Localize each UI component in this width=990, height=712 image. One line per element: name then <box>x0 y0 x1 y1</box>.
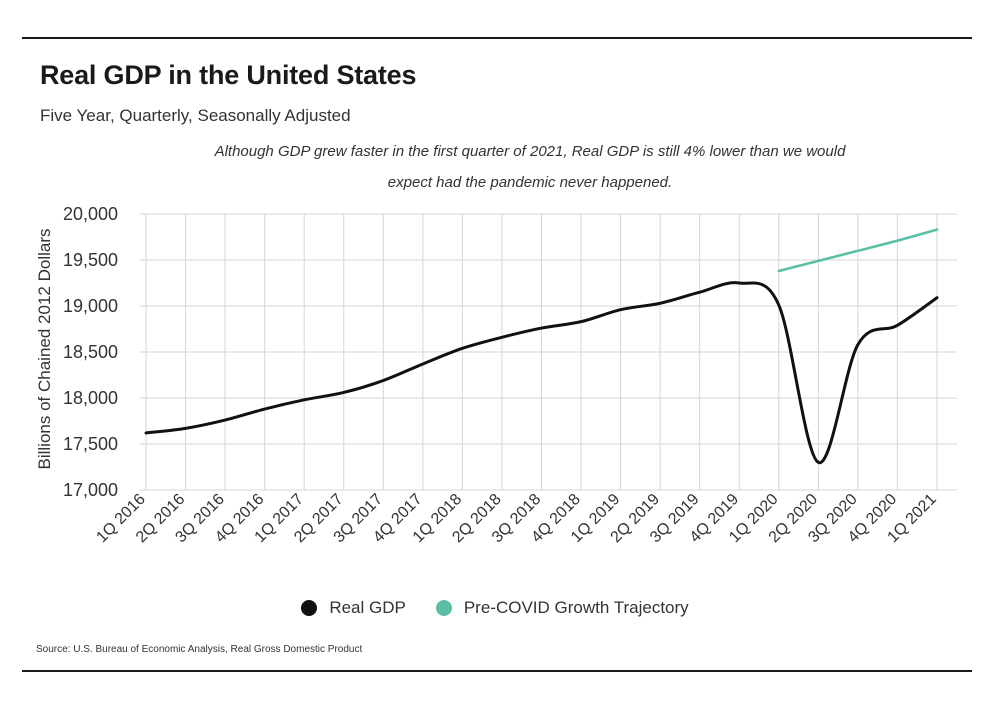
chart-annotation-line-1: Although GDP grew faster in the first qu… <box>214 143 846 160</box>
y-tick-label: 19,000 <box>63 296 118 316</box>
legend-item-real-gdp: Real GDP <box>301 598 406 618</box>
series <box>144 228 939 464</box>
y-tick-label: 20,000 <box>63 204 118 224</box>
legend: Real GDP Pre-COVID Growth Trajectory <box>0 598 990 618</box>
legend-label-pre-covid-trajectory: Pre-COVID Growth Trajectory <box>463 598 689 617</box>
legend-item-pre-covid-trajectory: Pre-COVID Growth Trajectory <box>435 598 689 618</box>
y-axis-ticks: 17,000 17,500 18,000 18,500 19,000 19,500 20,0… <box>63 204 118 500</box>
legend-marker-real-gdp <box>301 600 318 616</box>
top-rule <box>22 37 972 39</box>
y-tick-label: 17,500 <box>63 434 118 454</box>
series-line-real-gdp <box>144 281 939 464</box>
y-tick-label: 17,000 <box>63 480 118 500</box>
y-tick-label: 19,500 <box>63 250 118 270</box>
chart-annotation-line-2: expect had the pandemic never happened. <box>387 174 673 191</box>
series-line-pre-covid-trajectory <box>777 228 939 273</box>
legend-marker-pre-covid-trajectory <box>435 600 452 616</box>
y-tick-label: 18,500 <box>63 342 118 362</box>
bottom-rule <box>22 670 972 672</box>
y-tick-label: 18,000 <box>63 388 118 408</box>
legend-label-real-gdp: Real GDP <box>329 598 406 617</box>
y-axis-title: Billions of Chained 2012 Dollars <box>35 229 54 470</box>
source-note: Source: U.S. Bureau of Economic Analysis… <box>36 644 363 655</box>
chart-title: Real GDP in the United States <box>40 60 417 90</box>
chart-subtitle: Five Year, Quarterly, Seasonally Adjuste… <box>40 106 351 125</box>
grid <box>140 213 957 491</box>
